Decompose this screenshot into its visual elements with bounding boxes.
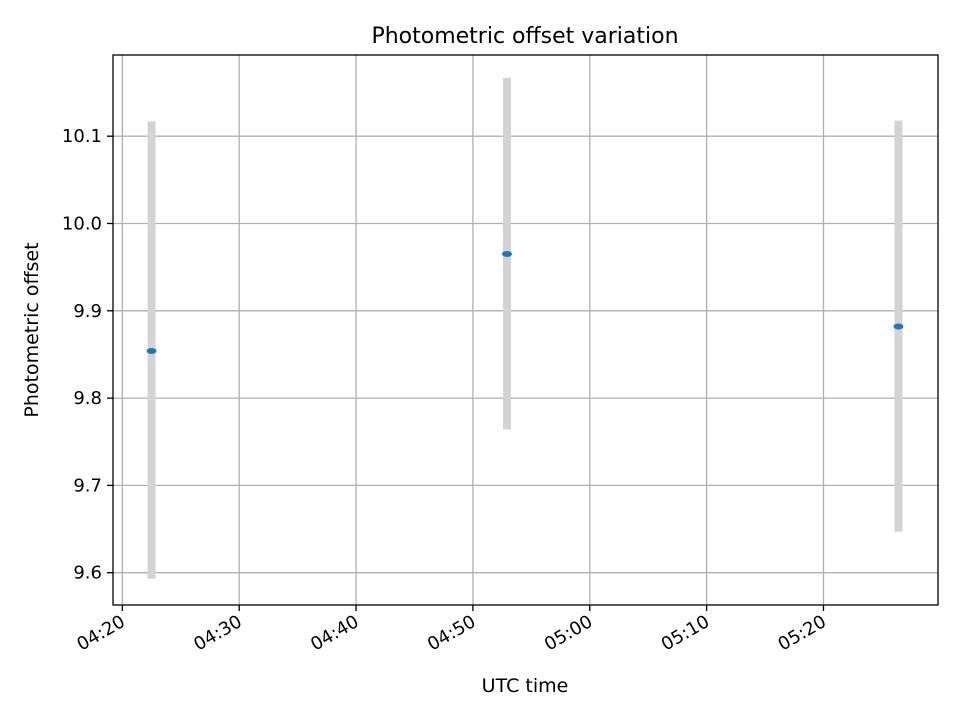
x-tick-label: 05:00 — [541, 611, 596, 655]
data-point — [146, 347, 157, 354]
y-axis-ticks: 9.6 9.7 9.8 9.9 10.0 10.1 — [62, 126, 113, 584]
plot-frame — [112, 54, 939, 606]
x-tick-label: 04:50 — [424, 611, 479, 655]
x-tick-label: 05:20 — [775, 611, 830, 655]
y-tick-label: 10.0 — [62, 213, 102, 234]
y-tick-label: 9.9 — [73, 301, 102, 322]
x-tick-label: 04:20 — [73, 611, 128, 655]
y-tick-label: 9.8 — [73, 388, 102, 409]
error-bars — [147, 77, 903, 579]
data-point — [501, 251, 512, 258]
x-tick-label: 05:10 — [658, 611, 713, 655]
x-axis-ticks: 04:20 04:30 04:40 04:50 05:00 05:10 05:20 — [73, 605, 830, 655]
y-tick-label: 9.7 — [73, 475, 102, 496]
x-tick-label: 04:30 — [190, 611, 245, 655]
data-points — [146, 251, 904, 354]
x-axis-label: UTC time — [482, 675, 569, 697]
chart-title: Photometric offset variation — [371, 24, 678, 49]
data-point — [893, 323, 904, 330]
grid — [113, 55, 938, 605]
y-axis-label: Photometric offset — [21, 242, 43, 417]
y-tick-label: 9.6 — [73, 563, 102, 584]
y-tick-label: 10.1 — [62, 126, 102, 147]
x-tick-label: 04:40 — [307, 611, 362, 655]
